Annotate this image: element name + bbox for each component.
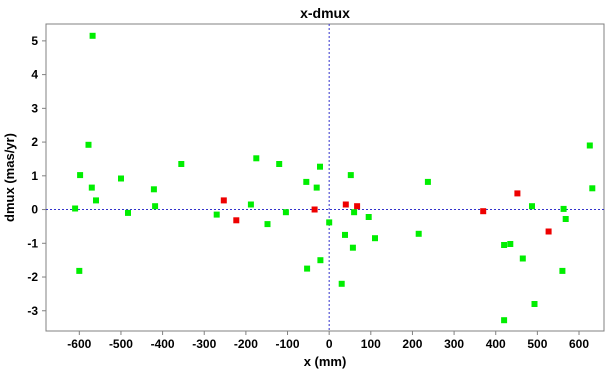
data-point xyxy=(178,161,185,167)
data-point xyxy=(507,241,514,247)
data-point xyxy=(372,235,378,242)
data-point xyxy=(313,184,320,191)
plot-area: -600 -500 -400 -300 -200 -100 0 100 200 300 400 500… xyxy=(27,23,605,351)
data-point xyxy=(560,205,567,212)
data-point xyxy=(282,209,289,216)
data-point xyxy=(415,230,422,237)
x-tick-label: -600 xyxy=(67,337,91,351)
data-point xyxy=(559,267,566,274)
data-point xyxy=(311,206,318,213)
chart-title: x-dmux xyxy=(300,5,350,21)
data-point xyxy=(85,141,92,148)
data-points xyxy=(72,32,596,324)
data-point xyxy=(514,190,521,197)
data-point xyxy=(501,317,508,324)
data-point xyxy=(77,172,84,179)
data-point xyxy=(326,219,333,226)
y-axis-title: dmux (mas/yr) xyxy=(2,133,17,222)
x-tick-label: 100 xyxy=(361,337,381,351)
x-tick-label: -200 xyxy=(234,337,258,351)
x-tick-label: 400 xyxy=(486,337,506,351)
y-tick-label: 4 xyxy=(31,68,38,82)
data-point xyxy=(351,209,358,216)
data-point xyxy=(365,214,372,220)
data-point xyxy=(342,201,349,208)
x-tick-label: 0 xyxy=(326,337,333,351)
data-point xyxy=(347,172,354,179)
data-point xyxy=(93,197,99,204)
x-tick-label: 200 xyxy=(402,337,422,351)
x-tick-label: -500 xyxy=(109,337,133,351)
data-point xyxy=(480,208,487,215)
x-axis-title: x (mm) xyxy=(304,354,347,369)
data-point xyxy=(88,184,95,191)
data-point xyxy=(89,32,96,39)
x-tick-label: -400 xyxy=(151,337,175,351)
y-tick-label: -3 xyxy=(27,304,38,318)
plot-frame xyxy=(45,23,605,332)
data-point xyxy=(264,221,271,228)
x-tick-label: 300 xyxy=(444,337,464,351)
data-point xyxy=(125,209,131,216)
data-point xyxy=(150,186,157,193)
y-tick-label: -2 xyxy=(27,270,38,284)
y-tick-label: 0 xyxy=(31,203,38,217)
data-point xyxy=(531,301,538,307)
y-tick-label: 1 xyxy=(31,169,38,183)
y-tick-label: -1 xyxy=(27,236,38,250)
data-point xyxy=(529,203,535,210)
data-point xyxy=(589,185,596,192)
data-point xyxy=(342,231,348,238)
data-point xyxy=(304,265,311,272)
data-point xyxy=(76,267,83,274)
data-point xyxy=(349,244,356,251)
data-point xyxy=(317,163,323,170)
data-point xyxy=(586,142,593,149)
x-tick-label: -300 xyxy=(192,337,216,351)
reference-lines xyxy=(46,24,604,331)
data-point xyxy=(354,203,361,210)
data-point xyxy=(338,280,345,287)
data-point xyxy=(253,155,260,162)
data-point xyxy=(519,255,526,262)
data-point xyxy=(276,161,283,167)
data-point xyxy=(247,201,254,208)
data-point xyxy=(233,217,240,224)
data-point xyxy=(152,203,159,210)
data-point xyxy=(303,178,310,185)
data-point xyxy=(545,228,552,235)
data-point xyxy=(562,216,569,222)
y-tick-label: 5 xyxy=(31,34,38,48)
x-axis: -600 -500 -400 -300 -200 -100 0 100 200 300 400 500… xyxy=(67,331,589,351)
y-tick-label: 3 xyxy=(31,101,38,115)
data-point xyxy=(317,257,324,264)
x-tick-label: -100 xyxy=(276,337,300,351)
data-point xyxy=(213,211,220,218)
data-point xyxy=(220,197,227,204)
data-point xyxy=(501,242,508,248)
data-point xyxy=(424,178,431,185)
y-tick-label: 2 xyxy=(31,135,38,149)
x-tick-label: 600 xyxy=(569,337,589,351)
data-point xyxy=(118,175,124,182)
data-point xyxy=(72,205,79,212)
x-tick-label: 500 xyxy=(527,337,547,351)
y-axis: -3 -2 -1 0 1 2 3 4 5 xyxy=(27,34,46,318)
